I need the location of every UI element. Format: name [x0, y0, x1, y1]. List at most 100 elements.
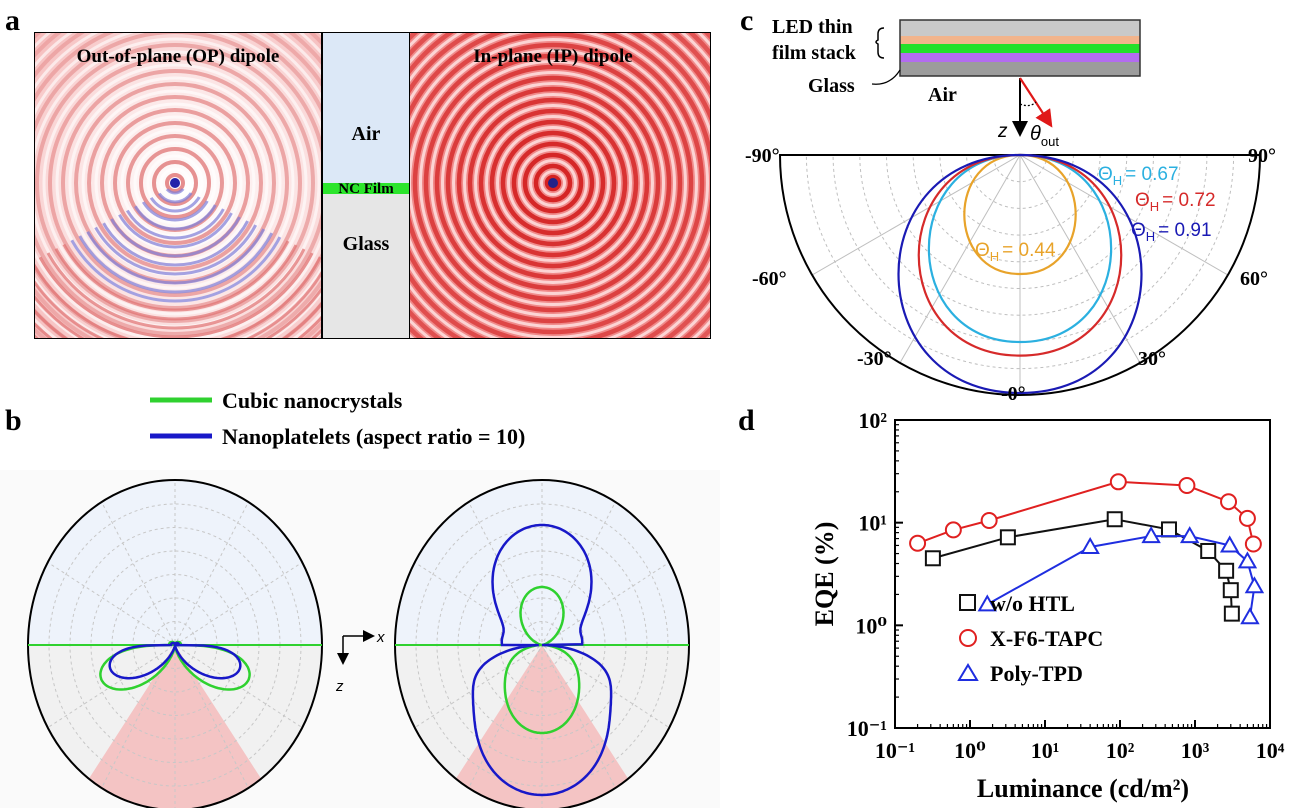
panel-c: c LED thin film stack Glass Air z θout -… — [740, 4, 1276, 405]
plot-frame — [894, 419, 1271, 729]
op-field-map — [35, 33, 322, 338]
stack-layer-green — [900, 44, 1140, 53]
data-point-square — [1222, 582, 1239, 599]
x-tick-label: 10⁻¹ — [875, 738, 915, 763]
angle-label-neg90: -90° — [745, 145, 780, 167]
emission-curve-0 — [963, 153, 1077, 276]
led-stack-schematic: LED thin film stack Glass Air z θout — [772, 16, 1141, 149]
y-tick-label: 10¹ — [858, 511, 887, 536]
data-point-triangle — [1219, 535, 1240, 553]
data-point-circle — [1178, 477, 1196, 495]
emission-curve-3 — [897, 153, 1143, 395]
y-tick-label: 10² — [858, 408, 887, 433]
x-tick-label: 10⁴ — [1256, 738, 1285, 763]
data-point-square — [1218, 562, 1235, 579]
panel-a: a Out-of-plane (OP) dipole Air NC Film G… — [5, 4, 711, 339]
op-dipole-title: Out-of-plane (OP) dipole — [77, 46, 280, 67]
data-point-square — [1106, 511, 1123, 528]
data-point-square — [924, 550, 941, 567]
stack-layer-top — [900, 20, 1140, 36]
theta-h-label-1: ΘH = 0.67 — [1098, 164, 1179, 188]
axis-ticks: 10⁻¹ 10⁰ 10¹ 10² 10³ 10⁴ 10⁻¹ 10⁰ 10¹ 10² — [847, 408, 1285, 763]
x-tick-label: 10⁰ — [954, 738, 986, 763]
angle-label-90: 90° — [1248, 145, 1276, 167]
legend-label-cubic: Cubic nanocrystals — [222, 388, 403, 413]
z-label-c: z — [997, 121, 1008, 142]
x-tick-label: 10² — [1106, 738, 1135, 763]
x-axis-title: Luminance (cd/m²) — [977, 774, 1189, 803]
data-point-triangle — [1179, 526, 1200, 544]
data-point-circle — [909, 534, 927, 552]
data-point-circle — [944, 521, 962, 539]
glass-layer-label: Glass — [343, 233, 390, 255]
data-point-square — [999, 529, 1016, 546]
polar-plot-nanoplatelet-ip — [394, 479, 690, 808]
angle-label-30: 30° — [1138, 348, 1166, 370]
y-axis-title: EQE (%) — [810, 522, 839, 627]
data-point-circle — [1220, 493, 1238, 511]
legend-marker-poly-tpd — [957, 663, 979, 681]
panel-b-letter: b — [5, 404, 22, 437]
panel-a-letter: a — [5, 4, 20, 37]
legend-marker-wo-htl — [959, 594, 976, 611]
data-point-circle — [1244, 535, 1262, 553]
stack-layer-glass — [900, 62, 1140, 76]
data-point-triangle — [1141, 526, 1161, 544]
panel-b: b Cubic nanocrystals Nanoplatelets (aspe… — [0, 388, 720, 808]
data-point-circle — [1109, 473, 1127, 491]
legend-label-wo-htl: w/o HTL — [990, 591, 1075, 616]
y-tick-label: 10⁰ — [855, 613, 887, 638]
layer-schematic: Air NC Film Glass — [321, 33, 411, 338]
data-point-circle — [1238, 509, 1256, 527]
angle-label-neg30: -30° — [857, 348, 892, 370]
theta-h-label-2: ΘH = 0.72 — [1135, 190, 1216, 214]
chart-legend: w/o HTL X-F6-TAPC Poly-TPD — [957, 591, 1103, 686]
angle-label-60: 60° — [1240, 268, 1268, 290]
theta-out-label: θout — [1030, 123, 1059, 149]
polar-emission-plot: -90° 90° -60° 60° -30° 30° -0° ΘH = 0.44 … — [745, 145, 1276, 405]
data-point-triangle — [1240, 607, 1260, 625]
theta-h-label-0: ΘH = 0.44 — [975, 240, 1056, 264]
air-layer-label: Air — [352, 123, 381, 145]
data-point-circle — [980, 511, 998, 529]
data-point-triangle — [1237, 551, 1258, 569]
stack-layer-orange — [900, 36, 1140, 44]
data-point-square — [1223, 605, 1240, 622]
panel-d: d 10⁻¹ 10⁰ 10¹ 10² 10³ 10⁴ 10⁻¹ 10⁰ 10¹ 10² w/o H… — [738, 404, 1285, 803]
x-tick-label: 10¹ — [1031, 738, 1060, 763]
ip-field-map — [410, 33, 710, 338]
panel-d-letter: d — [738, 404, 755, 437]
theta-h-label-3: ΘH = 0.91 — [1131, 220, 1212, 244]
x-tick-label: 10³ — [1181, 738, 1210, 763]
stack-glass-label: Glass — [808, 75, 855, 97]
ip-dipole-title: In-plane (IP) dipole — [473, 46, 632, 67]
theta-h-labels: ΘH = 0.44 ΘH = 0.67 ΘH = 0.72 ΘH = 0.91 — [975, 164, 1216, 264]
stack-air-label: Air — [928, 84, 957, 106]
data-point-triangle — [977, 594, 998, 612]
panel-b-legend: Cubic nanocrystals Nanoplatelets (aspect… — [150, 388, 525, 449]
legend-marker-x-f6-tapc — [959, 629, 977, 647]
legend-label-poly-tpd: Poly-TPD — [990, 661, 1083, 686]
emission-curve-1 — [927, 153, 1113, 344]
legend-label-x-f6-tapc: X-F6-TAPC — [990, 626, 1103, 651]
data-point-triangle — [1080, 536, 1100, 554]
stack-label-line1: LED thin — [772, 16, 853, 38]
y-tick-label: 10⁻¹ — [847, 716, 887, 741]
emission-curve-2 — [917, 153, 1123, 357]
data-point-triangle — [1244, 576, 1265, 594]
nc-film-label: NC Film — [338, 181, 394, 197]
z-axis-label: z — [335, 678, 344, 695]
angle-label-0: -0° — [1001, 383, 1026, 405]
legend-label-nanoplatelets: Nanoplatelets (aspect ratio = 10) — [222, 424, 525, 449]
x-axis-label: x — [376, 629, 385, 646]
angle-label-neg60: -60° — [752, 268, 787, 290]
xz-axes-indicator: x z — [335, 629, 385, 695]
panel-c-letter: c — [740, 4, 753, 37]
stack-label-line2: film stack — [772, 42, 857, 64]
data-series — [909, 473, 1265, 625]
data-point-square — [1160, 521, 1177, 538]
data-point-square — [1200, 542, 1217, 559]
stack-layer-purple — [900, 53, 1140, 62]
series-line-1 — [917, 480, 1255, 545]
